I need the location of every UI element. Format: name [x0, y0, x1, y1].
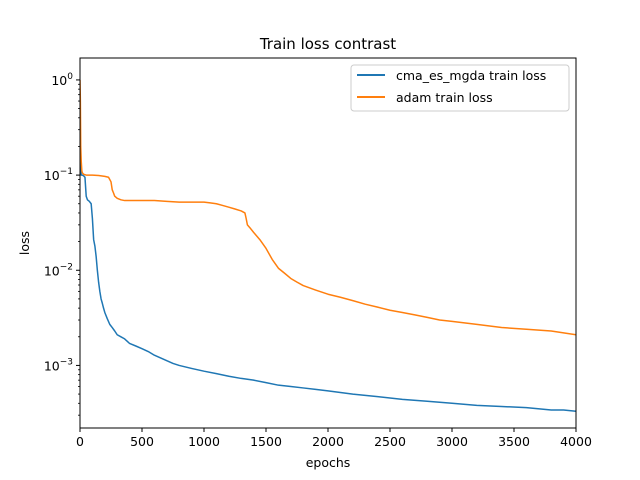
series-layer: [80, 79, 576, 412]
x-axis: 0 500 1000 1500 2000 2500 3000 3500 4000: [76, 428, 592, 449]
legend: cma_es_mgda train loss adam train loss: [350, 64, 570, 112]
x-tick-label: 2500: [374, 434, 406, 449]
legend-box: [350, 64, 570, 112]
y-axis-minor-ticks: [78, 83, 80, 416]
legend-label-adam: adam train loss: [396, 90, 493, 105]
y-axis: 10−3 10−2 10−1 100: [44, 72, 80, 373]
chart-title: Train loss contrast: [259, 35, 396, 53]
x-tick-label: 1500: [250, 434, 282, 449]
y-tick-label: 100: [51, 72, 73, 88]
x-tick-label: 3000: [436, 434, 468, 449]
y-axis-label: loss: [17, 231, 32, 255]
series-line-0: [80, 129, 576, 412]
y-tick-label: 10−3: [44, 357, 73, 373]
x-tick-label: 1000: [188, 434, 220, 449]
x-tick-label: 2000: [312, 434, 344, 449]
x-tick-label: 0: [76, 434, 84, 449]
legend-label-cma-es-mgda: cma_es_mgda train loss: [396, 68, 546, 83]
y-tick-label: 10−1: [44, 167, 73, 183]
x-axis-label: epochs: [306, 455, 351, 470]
x-tick-label: 500: [130, 434, 154, 449]
x-tick-label: 3500: [498, 434, 530, 449]
y-tick-label: 10−2: [44, 262, 73, 278]
x-tick-label: 4000: [560, 434, 592, 449]
series-line-1: [80, 79, 576, 336]
